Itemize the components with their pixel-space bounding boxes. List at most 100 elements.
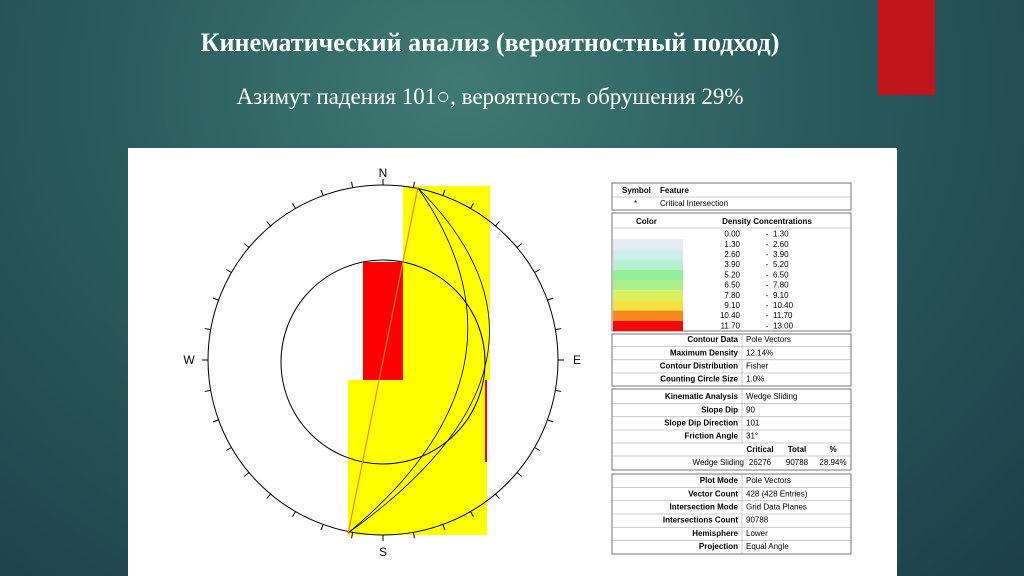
great-circle bbox=[347, 187, 469, 534]
density-swatch bbox=[613, 290, 683, 301]
stereonet-tick bbox=[412, 532, 415, 539]
density-low: 2.60 bbox=[724, 250, 740, 259]
compass-label: N bbox=[379, 166, 388, 180]
stereonet-tick bbox=[442, 524, 446, 531]
table-label: Contour Data bbox=[687, 335, 738, 344]
density-high: 11.70 bbox=[773, 311, 793, 320]
stereonet-tick bbox=[292, 202, 296, 209]
table-header: Density Concentrations bbox=[722, 217, 812, 226]
density-low: 0.00 bbox=[724, 230, 740, 239]
results-label: Wedge Sliding bbox=[693, 458, 744, 467]
figure-panel bbox=[128, 148, 897, 576]
results-header: % bbox=[829, 445, 836, 454]
stereonet-tick bbox=[555, 328, 562, 331]
stereonet-tick bbox=[212, 297, 219, 301]
table-label: Maximum Density bbox=[670, 348, 739, 357]
density-dash: - bbox=[766, 291, 769, 300]
table-value: 31° bbox=[746, 432, 758, 441]
great-circle bbox=[347, 187, 490, 534]
density-high: 6.50 bbox=[773, 270, 789, 279]
density-dash: - bbox=[766, 311, 769, 320]
density-dash: - bbox=[766, 270, 769, 279]
density-swatch bbox=[613, 280, 683, 291]
table-box bbox=[611, 388, 852, 471]
density-swatch bbox=[613, 259, 683, 270]
stereonet-tick bbox=[320, 524, 324, 531]
table-box bbox=[611, 212, 852, 332]
accent-box bbox=[878, 0, 935, 95]
density-zone bbox=[485, 380, 487, 462]
results-value: 90788 bbox=[786, 458, 809, 467]
stereonet-tick bbox=[266, 493, 271, 499]
density-low: 11.70 bbox=[721, 321, 741, 330]
density-dash: - bbox=[766, 321, 769, 330]
density-high: 10.40 bbox=[773, 301, 794, 310]
table-label: Friction Angle bbox=[685, 432, 739, 441]
stereonet-tick bbox=[547, 419, 554, 423]
results-header: Total bbox=[788, 445, 807, 454]
table-value: Equal Angle bbox=[746, 542, 789, 551]
density-low: 6.50 bbox=[724, 281, 740, 290]
results-value: 26276 bbox=[749, 458, 772, 467]
stereonet-tick bbox=[412, 181, 415, 188]
table-value: Wedge Sliding bbox=[746, 392, 797, 401]
density-high: 3.90 bbox=[773, 250, 789, 259]
table-label: Hemisphere bbox=[692, 529, 738, 538]
stereonet-tick bbox=[292, 511, 296, 518]
table-box bbox=[611, 182, 852, 211]
stereonet-tick bbox=[244, 472, 250, 477]
stereonet-tick bbox=[555, 389, 562, 392]
density-swatch bbox=[613, 300, 683, 311]
density-dash: - bbox=[766, 260, 769, 269]
feature-cell: Critical Intersection bbox=[660, 199, 728, 208]
table-value: 428 (428 Entries) bbox=[746, 489, 808, 498]
density-dash: - bbox=[766, 281, 769, 290]
table-label: Plot Mode bbox=[700, 476, 739, 485]
stereonet-tick bbox=[470, 202, 474, 209]
density-low: 10.40 bbox=[720, 311, 741, 320]
stereonet-tick bbox=[547, 297, 554, 301]
density-low: 9.10 bbox=[724, 301, 740, 310]
table-label: Counting Circle Size bbox=[660, 375, 738, 384]
table-value: Fisher bbox=[746, 362, 769, 371]
density-high: 9.10 bbox=[773, 291, 789, 300]
density-dash: - bbox=[766, 250, 769, 259]
compass-label: S bbox=[379, 545, 387, 559]
stereonet-tick bbox=[495, 493, 500, 499]
table-header: Symbol bbox=[622, 186, 651, 195]
density-low: 5.20 bbox=[724, 270, 740, 279]
density-swatch bbox=[613, 269, 683, 280]
stereonet-tick bbox=[225, 447, 232, 451]
density-swatch bbox=[613, 310, 683, 321]
stereonet-tick bbox=[225, 269, 232, 273]
stereonet-tick bbox=[351, 532, 354, 539]
stereonet-tick bbox=[204, 389, 211, 392]
density-swatch bbox=[613, 249, 683, 260]
table-header: Color bbox=[636, 217, 657, 226]
compass-label: W bbox=[183, 353, 195, 367]
stereonet-tick bbox=[442, 189, 446, 196]
table-label: Contour Distribution bbox=[660, 362, 738, 371]
stereonet-tick bbox=[266, 221, 271, 227]
density-high: 1.30 bbox=[773, 230, 789, 239]
stereonet-tick bbox=[516, 243, 522, 248]
density-swatch bbox=[613, 320, 683, 331]
density-swatch bbox=[613, 229, 683, 240]
slope-line bbox=[347, 186, 419, 535]
friction-cone bbox=[280, 259, 486, 465]
stereonet-tick bbox=[204, 328, 211, 331]
density-zone bbox=[403, 186, 490, 380]
stereonet-tick bbox=[516, 472, 522, 477]
compass-label: E bbox=[573, 353, 581, 367]
table-label: Kinematic Analysis bbox=[665, 392, 739, 401]
stereonet-tick bbox=[534, 269, 541, 273]
stereonet-tick bbox=[351, 181, 354, 188]
symbol-cell: * bbox=[634, 199, 637, 208]
density-high: 5.20 bbox=[773, 260, 789, 269]
stereonet-tick bbox=[534, 447, 541, 451]
results-value: 28.94% bbox=[819, 458, 846, 467]
slide-subtitle: Азимут падения 101○, вероятность обрушен… bbox=[236, 84, 744, 109]
results-header: Critical bbox=[746, 445, 773, 454]
density-dash: - bbox=[766, 301, 769, 310]
table-label: Projection bbox=[699, 542, 738, 551]
